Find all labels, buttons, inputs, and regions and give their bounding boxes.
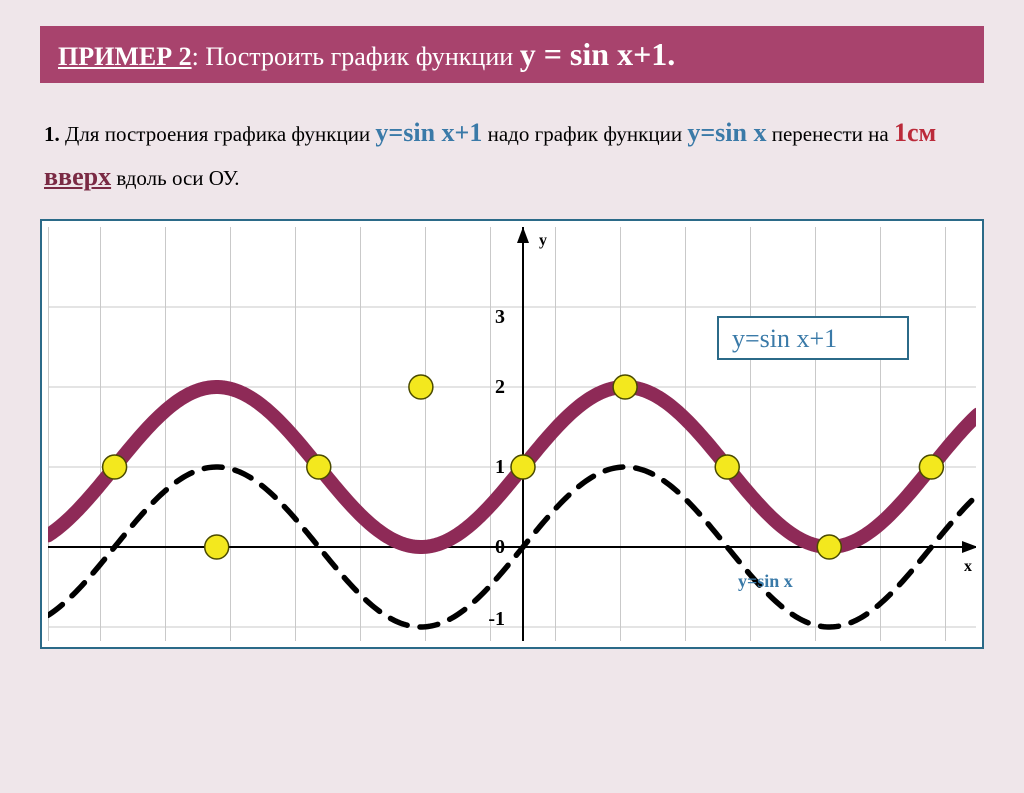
chart: -1 0 1 2 3 y x y=sin x+1 y=sin x [48, 227, 976, 641]
svg-text:3: 3 [495, 306, 505, 328]
header-formula: y = sin x+1. [520, 36, 676, 72]
header-prefix: ПРИМЕР 2 [58, 42, 192, 71]
header-bar: ПРИМЕР 2: Построить график функции y = s… [40, 26, 984, 83]
svg-text:y=sin x: y=sin x [738, 571, 793, 591]
instruction-f1: y=sin x+1 [375, 118, 482, 147]
instruction-index: 1. [44, 122, 60, 146]
instruction-t3: перенести на [772, 122, 894, 146]
instruction-t1: Для построения графика функции [65, 122, 375, 146]
instruction-t4: вдоль оси ОУ. [116, 166, 239, 190]
instruction-text: 1. Для построения графика функции y=sin … [44, 111, 974, 199]
instruction-d1: 1см [894, 118, 936, 147]
instruction-f2: y=sin x [687, 118, 766, 147]
header-body: : Построить график функции [192, 42, 520, 71]
chart-svg: -1 0 1 2 3 y x y=sin x+1 y=sin x [48, 227, 976, 641]
svg-text:-1: -1 [488, 608, 505, 630]
svg-text:0: 0 [495, 536, 505, 558]
instruction-t2: надо график функции [488, 122, 688, 146]
svg-text:x: x [964, 558, 972, 575]
svg-text:y=sin x+1: y=sin x+1 [732, 324, 837, 353]
svg-text:y: y [539, 232, 547, 249]
svg-text:1: 1 [495, 456, 505, 478]
svg-text:2: 2 [495, 376, 505, 398]
chart-frame: -1 0 1 2 3 y x y=sin x+1 y=sin x [40, 219, 984, 649]
instruction-d2: вверх [44, 162, 111, 191]
